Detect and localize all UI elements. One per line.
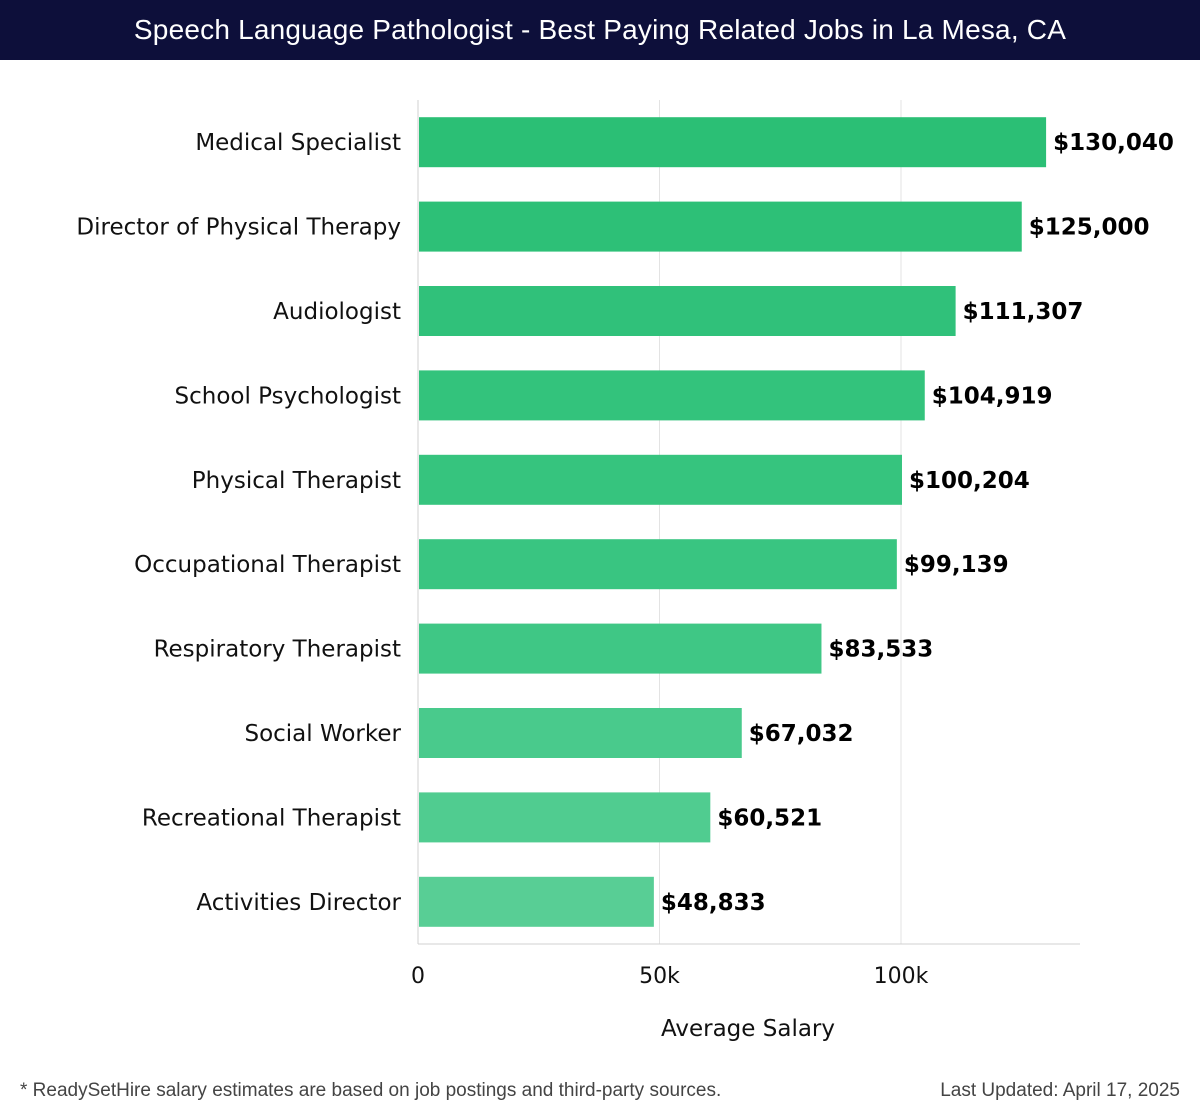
category-label: Physical Therapist [192, 468, 401, 494]
bar [419, 623, 822, 674]
value-label: $99,139 [904, 552, 1009, 578]
x-tick-label: 50k [639, 964, 680, 989]
axes: 0 50k 100k Medical Specialist Director of Ph… [76, 100, 1080, 989]
x-tick-label: 0 [411, 964, 425, 989]
bar [419, 286, 956, 336]
value-label: $48,833 [661, 890, 766, 916]
category-label: Audiologist [273, 299, 401, 325]
bar [419, 201, 1022, 252]
value-label: $100,204 [909, 468, 1030, 494]
bar [419, 708, 742, 758]
value-label: $67,032 [749, 721, 854, 747]
bar [419, 117, 1047, 168]
footer-last-updated: Last Updated: April 17, 2025 [940, 1080, 1180, 1101]
bar [419, 792, 711, 843]
category-label: Recreational Therapist [142, 805, 401, 831]
x-tick-label: 100k [874, 964, 929, 989]
salary-bar-chart: $130,040 $125,000 $111,307 $104,919 $100,204… [76, 100, 1174, 1042]
value-label: $60,521 [717, 805, 822, 831]
category-label: Director of Physical Therapy [76, 215, 401, 241]
chart-title: Speech Language Pathologist - Best Payin… [133, 14, 1067, 45]
bars: $130,040 $125,000 $111,307 $104,919 $100,204… [419, 117, 1174, 927]
footer-source-note: * ReadySetHire salary estimates are base… [20, 1080, 722, 1101]
category-label: Social Worker [244, 721, 401, 747]
value-label: $111,307 [963, 299, 1084, 325]
category-label: Medical Specialist [195, 130, 401, 156]
value-label: $130,040 [1053, 130, 1174, 156]
bar [419, 539, 897, 590]
x-axis-title: Average Salary [661, 1016, 835, 1042]
value-label: $83,533 [828, 637, 933, 663]
category-label: Activities Director [196, 890, 401, 916]
chart-title-bar: Speech Language Pathologist - Best Payin… [0, 0, 1200, 60]
category-label: Occupational Therapist [134, 552, 401, 578]
value-label: $104,919 [932, 383, 1053, 409]
category-label: School Psychologist [175, 383, 401, 409]
bar [419, 454, 902, 505]
value-label: $125,000 [1029, 215, 1150, 241]
bar [419, 876, 654, 927]
bar [419, 370, 925, 421]
category-label: Respiratory Therapist [154, 637, 401, 663]
